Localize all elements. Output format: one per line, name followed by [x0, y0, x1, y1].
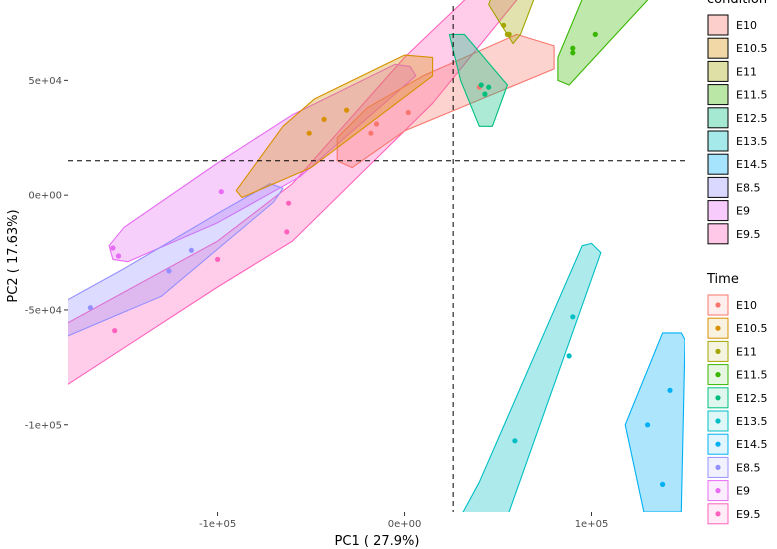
legend-label-condition-E11: E11: [736, 65, 757, 78]
legend-label-time-E10: E10: [736, 299, 757, 312]
point-E9.5-3: [286, 200, 292, 206]
x-tick-label-2: 0e+00: [388, 519, 422, 530]
hull-E9.5: [68, 0, 518, 385]
point-E10-2: [373, 121, 380, 127]
legend-label-condition-E12.5: E12.5: [736, 112, 767, 125]
point-E9.5-1: [215, 256, 221, 262]
y-tick-label-4: -1e+05: [25, 420, 62, 431]
hull-E11.5: [557, 0, 649, 86]
point-E10-1: [368, 130, 374, 136]
legend-label-time-E9: E9: [736, 485, 750, 498]
hull-E11: [488, 0, 535, 45]
x-axis-title: PC1 ( 27.9%): [335, 534, 420, 549]
legend-key-condition-E11.5: [707, 84, 729, 106]
legend-label-time-E11: E11: [736, 345, 757, 358]
legend-label-time-E11.5: E11.5: [736, 369, 767, 382]
legend-key-condition-E8.5: [707, 176, 729, 198]
point-E12.5-1: [478, 82, 484, 88]
hull-layer: [68, 0, 685, 512]
point-E11-3: [506, 31, 512, 37]
point-E9.5-2: [284, 229, 290, 235]
legend-label-time-E14.5: E14.5: [736, 438, 767, 451]
hull-E14.5: [624, 332, 685, 512]
y-axis-title: PC2 ( 17.63%): [6, 209, 21, 302]
legend-label-time-E10.5: E10.5: [736, 322, 767, 335]
legend-dot-time-E9: [715, 488, 721, 494]
point-E8.5-2: [166, 268, 172, 274]
point-E12.5-2: [482, 91, 488, 97]
point-E8.5-1: [87, 305, 93, 311]
x-tick-label-3: 1e+05: [575, 519, 609, 530]
point-E10.5-3: [344, 107, 350, 113]
legend-dot-time-E11.5: [715, 372, 721, 378]
point-E11.5-1: [570, 50, 576, 56]
legend-label-time-E9.5: E9.5: [736, 508, 760, 521]
point-E13.5-2: [566, 353, 572, 359]
point-E10.5-2: [321, 116, 327, 122]
hull-E13.5: [462, 242, 602, 512]
legend-label-condition-E10.5: E10.5: [736, 42, 767, 55]
point-E13.5-1: [512, 438, 518, 444]
legend-dot-time-E10: [715, 302, 721, 308]
legend-label-time-E12.5: E12.5: [736, 392, 767, 405]
hull-E12.5: [448, 33, 508, 127]
point-E9.5-4: [112, 328, 118, 334]
y-tick-label-3: -5e+04: [25, 305, 62, 316]
point-E11.5-2: [570, 45, 576, 51]
legend-label-time-E8.5: E8.5: [736, 461, 760, 474]
legends: condition E10 E10.5 E11 E11.5 E12.5 E13.5 E14.5…: [706, 0, 767, 525]
legend-key-condition-E11: [707, 60, 729, 82]
point-E14.5-2: [660, 481, 666, 487]
point-E9-2: [115, 253, 122, 259]
legend-label-condition-E14.5: E14.5: [736, 158, 767, 171]
legend-dot-time-E12.5: [715, 395, 721, 401]
legend-label-condition-E8.5: E8.5: [736, 181, 760, 194]
legend-label-time-E13.5: E13.5: [736, 415, 767, 428]
reference-lines: [68, 6, 685, 512]
hull-E8.5: [68, 183, 284, 337]
legend-label-condition-E13.5: E13.5: [736, 135, 767, 148]
legend-label-condition-E9: E9: [736, 205, 750, 218]
legend-key-condition-E10: [707, 14, 729, 36]
legend-dot-time-E14.5: [715, 441, 721, 447]
legend-label-condition-E11.5: E11.5: [736, 89, 767, 102]
legend-key-condition-E10.5: [707, 37, 729, 59]
legend-dot-time-E11: [715, 348, 721, 354]
point-E9-1: [110, 245, 116, 251]
point-E13.5-3: [570, 314, 576, 320]
point-E14.5-3: [667, 387, 673, 393]
point-E8.5-3: [188, 247, 194, 253]
axes: -1e+05 0e+00 1e+05 5e+04 0e+00 -5e+04 -1e+05: [25, 76, 609, 530]
legend-dot-time-E8.5: [715, 464, 721, 470]
point-E12.5-3: [486, 84, 492, 90]
point-E11-1: [501, 22, 507, 28]
point-E9-3: [218, 189, 224, 195]
legend-label-condition-E10: E10: [736, 19, 757, 32]
point-layer: [87, 22, 673, 487]
y-tick-label-2: 0e+00: [28, 191, 62, 202]
legend-label-condition-E9.5: E9.5: [736, 228, 760, 241]
legend-key-condition-E12.5: [707, 107, 729, 129]
y-tick-label-1: 5e+04: [28, 76, 62, 87]
legend-key-condition-E9.5: [707, 223, 729, 245]
legend-dot-time-E13.5: [715, 418, 721, 424]
hull-E10: [336, 33, 555, 169]
legend-dot-time-E9.5: [715, 511, 721, 517]
point-E11.5-3: [592, 31, 598, 37]
legend-dot-time-E10.5: [715, 325, 721, 331]
point-E10-3: [405, 109, 411, 116]
legend-title-condition: condition: [707, 0, 767, 7]
x-tick-label-1: -1e+05: [199, 519, 236, 530]
legend-key-condition-E9: [707, 200, 729, 222]
legend-key-condition-E13.5: [707, 130, 729, 152]
hull-E10.5: [235, 54, 434, 199]
legend-title-time: Time: [706, 272, 739, 287]
point-E14.5-1: [645, 422, 651, 428]
point-E10.5-1: [306, 130, 312, 136]
hull-E9: [108, 63, 417, 263]
legend-key-condition-E14.5: [707, 153, 729, 175]
